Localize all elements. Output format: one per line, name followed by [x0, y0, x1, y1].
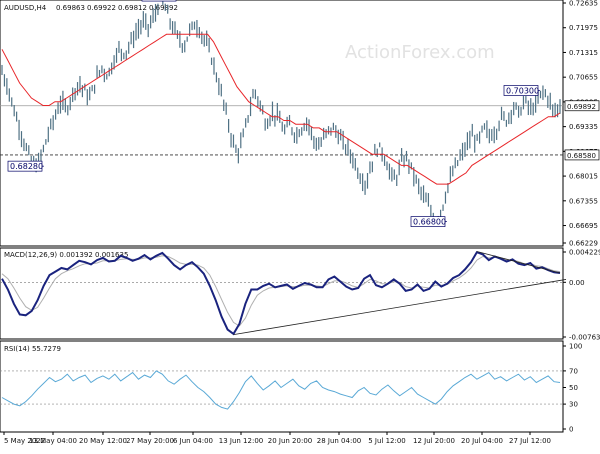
moving-average-line [1, 33, 561, 185]
rsi-y-axis: 100 70 50 30 0 [563, 343, 582, 434]
price-y-tick-label: 0.71975 [569, 24, 598, 32]
price-panel-frame [0, 0, 564, 247]
price-panel-title: AUDUSD,H4 [4, 4, 47, 12]
rsi-line [1, 370, 561, 410]
annotation-label: 0.66800 [413, 218, 446, 227]
price-y-tick-label: 0.66695 [569, 222, 598, 230]
price-y-tick-label: 0.72635 [569, 0, 598, 8]
x-tick-label: 13 May 04:00 [29, 437, 77, 445]
macd-series [0, 250, 567, 336]
macd-y-tick-label: -0.007633 [569, 334, 600, 342]
rsi-y-tick-label: 100 [569, 343, 582, 351]
macd-resistance-trendline [476, 251, 561, 274]
macd-y-axis: 0.004229 0.00 -0.007633 [563, 249, 600, 342]
x-tick-label: 20 Jun 20:00 [268, 437, 312, 445]
current-price-box [564, 100, 600, 112]
x-tick-label: 27 Jul 12:00 [509, 437, 551, 445]
price-y-tick-label: 0.71315 [569, 49, 598, 57]
x-tick-label: 5 Jul 12:00 [368, 437, 406, 445]
x-tick-label: 27 May 20:00 [126, 437, 174, 445]
rsi-series [0, 370, 563, 410]
ohlc-low: 0.69812 [118, 4, 147, 12]
ohlc-open: 0.69863 [56, 4, 85, 12]
price-y-tick-label: 0.68015 [569, 173, 598, 181]
support-level-box [564, 149, 600, 161]
rsi-y-tick-label: 0 [569, 426, 573, 434]
annotation-label: 0.70300 [506, 86, 539, 95]
macd-line [1, 250, 561, 336]
x-tick-label: 28 Jun 04:00 [317, 437, 361, 445]
annotation-box [503, 85, 539, 96]
price-y-tick-label: 0.66229 [569, 240, 598, 248]
annotation-box [410, 216, 446, 227]
price-series [0, 0, 563, 227]
macd-y-tick-label: 0.00 [569, 279, 585, 287]
price-y-tick-label: 0.67355 [569, 197, 598, 205]
x-tick-label: 5 May 2022 [4, 437, 45, 445]
macd-y-tick-label: 0.004229 [569, 249, 600, 257]
rsi-y-tick-label: 30 [569, 401, 578, 409]
macd-panel-title: MACD(12,26,9) 0.001392 0.001635 [4, 251, 128, 259]
x-tick-label: 20 May 12:00 [79, 437, 127, 445]
rsi-panel-frame [0, 340, 564, 433]
x-tick-label: 6 Jun 04:00 [173, 437, 213, 445]
current-price-label: 0.69892 [567, 103, 596, 111]
annotation-label: 0.72820 [144, 0, 177, 1]
support-level-label: 0.68580 [567, 152, 596, 160]
x-tick-label: 20 Jul 04:00 [461, 437, 503, 445]
ohlc-close: 0.69892 [149, 4, 178, 12]
annotation-box [7, 160, 43, 172]
price-annotations: 0.69892 0.68580 0.72820 0.68280 0.66800 0.703… [7, 0, 600, 227]
x-tick-label: 13 Jun 12:00 [219, 437, 263, 445]
ohlc-high: 0.69922 [87, 4, 116, 12]
rsi-y-tick-label: 70 [569, 367, 578, 375]
price-y-tick-label: 0.69335 [569, 123, 598, 131]
annotation-label: 0.68280 [10, 162, 43, 171]
rsi-y-tick-label: 50 [569, 384, 578, 392]
annotation-box [141, 0, 177, 2]
x-tick-label: 12 Jul 20:00 [413, 437, 455, 445]
macd-support-trendline [233, 279, 567, 336]
price-y-axis: 0.726350.719750.713150.706550.699950.693… [563, 0, 598, 248]
rsi-panel-title: RSI(14) 55.7279 [4, 345, 61, 353]
watermark: ActionForex.com [345, 42, 495, 63]
price-y-tick-label: 0.70655 [569, 74, 598, 82]
